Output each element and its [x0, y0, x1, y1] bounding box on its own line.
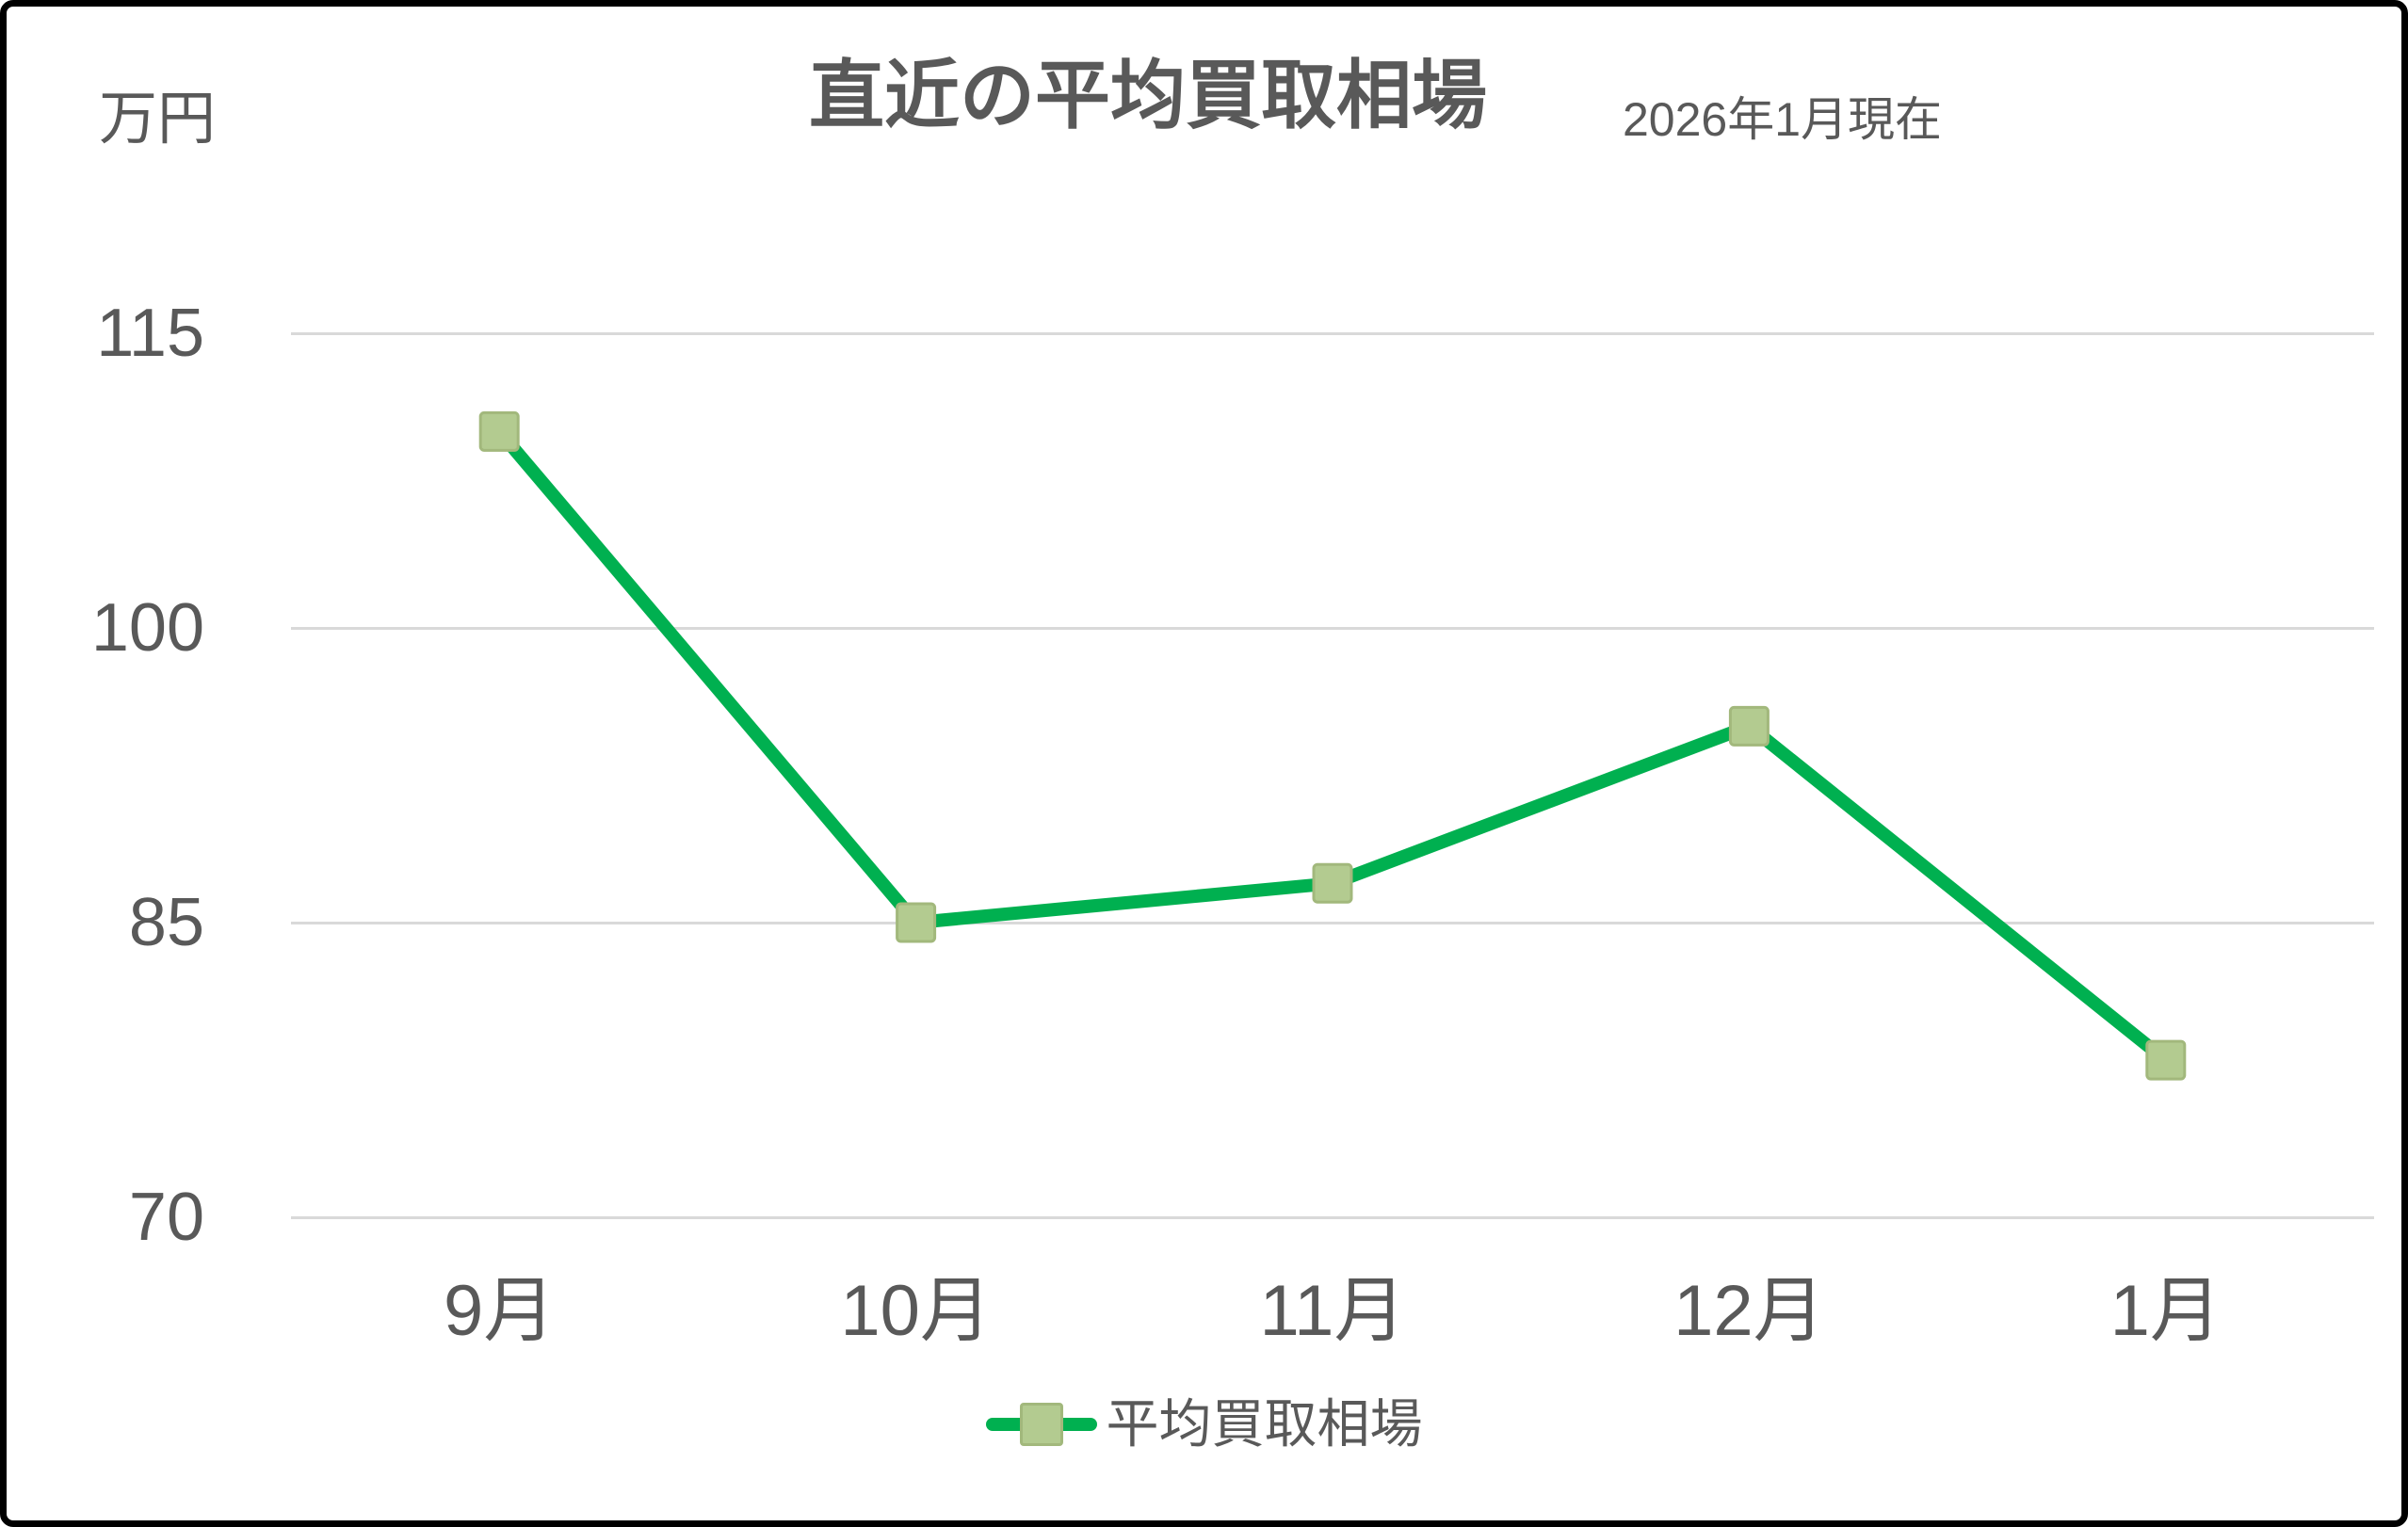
x-axis-label: 9月 [444, 1271, 556, 1351]
data-point-marker [2145, 1039, 2187, 1081]
y-axis-unit-label: 万円 [99, 87, 217, 152]
y-tick-label: 100 [90, 590, 204, 666]
gridline [291, 1215, 2374, 1219]
gridline [291, 921, 2374, 924]
data-point-marker [478, 410, 520, 452]
gridline [291, 331, 2374, 335]
x-axis-label: 12月 [1673, 1271, 1825, 1351]
x-axis-label: 11月 [1259, 1271, 1406, 1351]
series-line [493, 426, 2171, 1066]
y-tick-label: 70 [128, 1180, 204, 1255]
chart-subtitle: 2026年1月現在 [1623, 93, 1943, 146]
gridline [291, 626, 2374, 630]
legend-key [985, 1403, 1097, 1446]
x-axis-label: 1月 [2109, 1271, 2222, 1351]
legend: 平均買取相場 [7, 1398, 2401, 1451]
legend-series-label: 平均買取相場 [1106, 1394, 1423, 1454]
data-point-marker [1312, 862, 1353, 904]
data-point-marker [1728, 705, 1770, 747]
legend-marker-icon [1019, 1403, 1063, 1446]
chart-title: 直近の平均買取相場 [809, 54, 1487, 137]
x-axis-label: 10月 [840, 1271, 992, 1351]
y-tick-label: 115 [96, 296, 204, 371]
y-tick-label: 85 [128, 885, 204, 960]
